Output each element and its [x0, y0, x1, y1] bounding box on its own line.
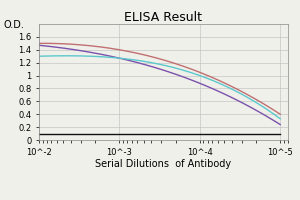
Text: O.D.: O.D.: [3, 20, 24, 30]
Title: ELISA Result: ELISA Result: [124, 11, 202, 24]
X-axis label: Serial Dilutions  of Antibody: Serial Dilutions of Antibody: [95, 159, 232, 169]
